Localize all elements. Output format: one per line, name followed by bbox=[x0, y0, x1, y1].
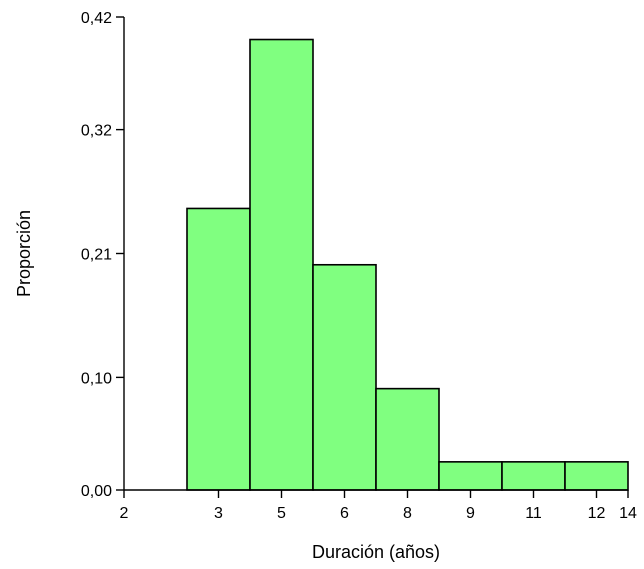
x-ticks-group: 2 3 5 6 8 9 11 12 14 bbox=[120, 490, 637, 522]
y-axis-title: Proporción bbox=[14, 210, 34, 297]
y-tick-label-1: 0,00 bbox=[81, 483, 112, 500]
histogram-bar-6 bbox=[501, 461, 566, 491]
x-tick-label-1: 2 bbox=[120, 505, 129, 522]
histogram-bar-1 bbox=[186, 207, 251, 491]
x-tick-label-9: 14 bbox=[619, 505, 637, 522]
bars-group bbox=[186, 38, 629, 491]
y-tick-label-4: 0,32 bbox=[81, 123, 112, 140]
x-tick-label-2: 3 bbox=[214, 505, 223, 522]
x-axis-title: Duración (años) bbox=[312, 542, 440, 562]
histogram-bar-5 bbox=[438, 461, 503, 491]
histogram-bar-2 bbox=[249, 38, 314, 491]
y-tick-label-3: 0,21 bbox=[81, 247, 112, 264]
histogram-bar-7 bbox=[564, 461, 629, 491]
y-tick-label-2: 0,10 bbox=[81, 370, 112, 387]
x-tick-label-5: 8 bbox=[403, 505, 412, 522]
histogram-bar-4 bbox=[375, 387, 440, 491]
y-tick-label-5: 0,42 bbox=[81, 10, 112, 27]
x-tick-label-8: 12 bbox=[588, 505, 606, 522]
y-ticks-group: 0,00 0,10 0,21 0,32 0,42 bbox=[81, 10, 124, 500]
x-tick-label-3: 5 bbox=[277, 505, 286, 522]
histogram-bar-3 bbox=[312, 263, 377, 491]
x-tick-label-7: 11 bbox=[525, 505, 542, 522]
x-tick-label-6: 9 bbox=[466, 505, 475, 522]
x-tick-label-4: 6 bbox=[340, 505, 349, 522]
